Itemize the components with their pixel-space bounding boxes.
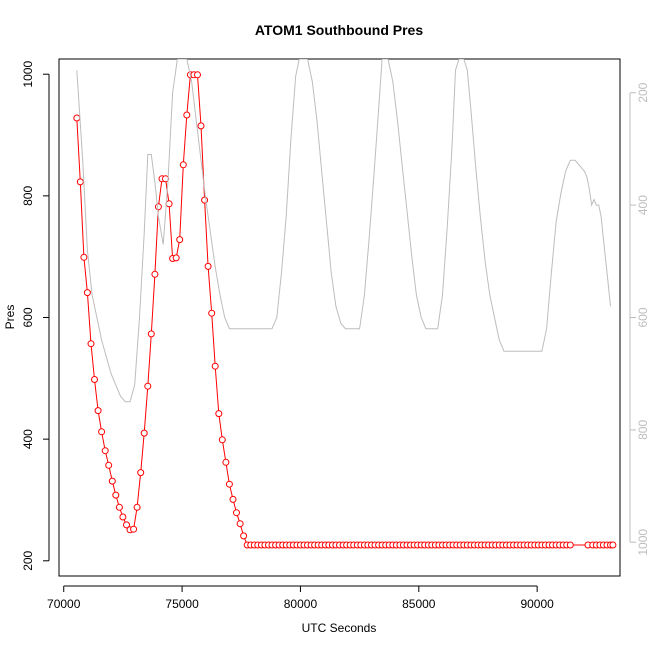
y-tick-label: 800	[21, 186, 35, 206]
data-point	[197, 122, 205, 130]
plot-frame	[58, 58, 621, 577]
data-point	[91, 376, 98, 383]
y-axis: 200 400 600 800 1000	[21, 61, 50, 571]
y2-tick-label: 200	[636, 82, 650, 102]
data-point	[208, 309, 216, 317]
data-point	[108, 477, 116, 485]
y-tick-label: 400	[21, 429, 35, 449]
data-point	[194, 71, 201, 79]
y2-tick-label: 1000	[636, 529, 650, 556]
x-tick-label: 85000	[402, 597, 436, 611]
data-point	[211, 362, 219, 370]
data-point	[144, 382, 152, 390]
data-point	[172, 254, 180, 262]
data-point	[87, 340, 95, 348]
data-point	[179, 161, 187, 169]
data-point	[73, 114, 81, 122]
data-point	[154, 203, 162, 211]
y-tick-label: 200	[21, 550, 35, 570]
y-axis-label: Pres	[3, 305, 17, 330]
data-point	[222, 458, 230, 466]
data-point	[176, 236, 184, 244]
data-point	[80, 253, 88, 261]
y-tick-label: 600	[21, 307, 35, 327]
data-point	[98, 428, 106, 436]
data-point	[133, 503, 141, 511]
series-line	[76, 74, 613, 546]
data-point	[147, 330, 155, 338]
series-0	[73, 71, 617, 549]
data-point	[229, 495, 237, 503]
data-point	[115, 503, 123, 511]
y2-axis: 200 400 600 800 1000	[629, 82, 650, 556]
data-point	[137, 469, 145, 477]
data-point	[76, 178, 84, 186]
data-point	[119, 513, 127, 521]
x-axis-label: UTC Seconds	[302, 621, 377, 635]
x-tick-label: 70000	[47, 597, 81, 611]
chart-title: ATOM1 Southbound Pres	[255, 22, 423, 38]
data-point	[140, 429, 148, 437]
data-point	[94, 407, 102, 415]
y2-tick-label: 600	[636, 307, 650, 327]
data-point	[130, 525, 138, 533]
data-point	[101, 447, 109, 455]
x-tick-label: 90000	[520, 597, 554, 611]
series-1	[76, 59, 611, 403]
data-point	[165, 200, 173, 208]
data-point	[105, 461, 113, 469]
data-point	[215, 410, 223, 418]
data-point	[236, 520, 244, 528]
data-point	[123, 521, 130, 529]
data-point	[112, 491, 120, 499]
data-point	[609, 541, 617, 549]
data-point	[83, 289, 91, 297]
data-point	[204, 262, 212, 270]
data-point	[151, 270, 159, 278]
data-point	[183, 111, 191, 119]
y2-tick-label: 400	[636, 195, 650, 215]
data-point	[233, 509, 240, 517]
data-point	[225, 480, 233, 488]
plot-area	[73, 59, 617, 549]
x-tick-label: 75000	[165, 597, 199, 611]
x-axis: 70000 75000 80000 85000 90000	[47, 585, 554, 611]
data-point	[566, 541, 574, 549]
data-point	[218, 436, 226, 444]
series-line	[76, 59, 611, 403]
y-tick-label: 1000	[21, 61, 35, 88]
data-point	[240, 532, 248, 540]
data-point	[201, 196, 209, 204]
x-tick-label: 80000	[284, 597, 318, 611]
y2-tick-label: 800	[636, 420, 650, 440]
